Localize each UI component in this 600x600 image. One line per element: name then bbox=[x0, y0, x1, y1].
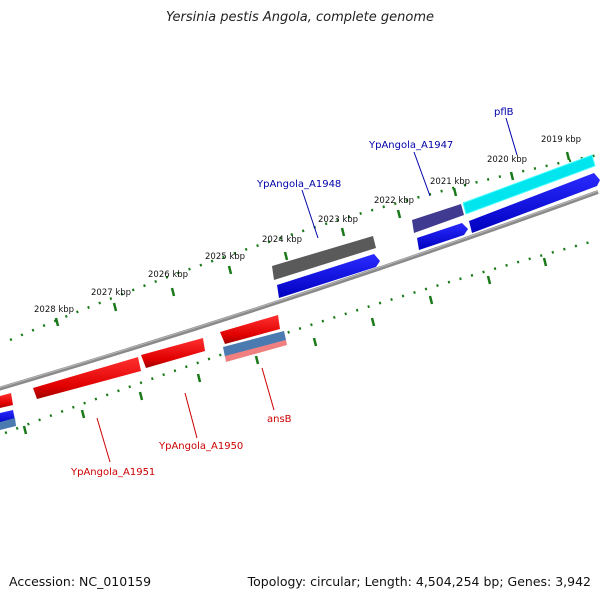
map-title: Yersinia pestis Angola, complete genome bbox=[166, 10, 434, 25]
gene-ansB-feature[interactable] bbox=[223, 331, 286, 357]
tick-label: 2019 kbp bbox=[541, 135, 581, 145]
gene-label-pflB: pflB bbox=[494, 107, 514, 118]
genome-summary: Topology: circular; Length: 4,504,254 bp… bbox=[247, 574, 591, 589]
label-leaders bbox=[96, 117, 518, 463]
cds-reverse-ypa1950[interactable] bbox=[141, 338, 205, 368]
gene-label-ypa1950: YpAngola_A1950 bbox=[158, 441, 243, 452]
gene-pflB-feature[interactable] bbox=[462, 154, 596, 215]
gene-label-ypa1947: YpAngola_A1947 bbox=[368, 140, 453, 151]
forward-major-ticks bbox=[54, 151, 571, 327]
tick-label: 2024 kbp bbox=[262, 235, 302, 245]
gene-ypa1948-feature[interactable] bbox=[272, 236, 376, 280]
reverse-tick-track bbox=[4, 238, 599, 435]
tick-label: 2022 kbp bbox=[374, 196, 414, 206]
reverse-major-ticks bbox=[22, 257, 548, 435]
gene-ansB-feature-rna[interactable] bbox=[225, 340, 287, 362]
cds-forward-3[interactable] bbox=[277, 254, 380, 298]
tick-label: 2026 kbp bbox=[148, 270, 188, 280]
tick-label: 2028 kbp bbox=[34, 305, 74, 315]
tick-label: 2025 kbp bbox=[205, 252, 245, 262]
cds-forward-2[interactable] bbox=[417, 223, 468, 250]
cds-reverse-edge[interactable] bbox=[0, 393, 13, 408]
tick-label: 2021 kbp bbox=[430, 177, 470, 187]
accession-label: Accession: NC_010159 bbox=[9, 574, 152, 589]
gene-label-ansB: ansB bbox=[267, 414, 292, 425]
cds-reverse-ypa1951[interactable] bbox=[33, 357, 141, 399]
tick-label: 2020 kbp bbox=[487, 155, 527, 165]
gene-label-ypa1948: YpAngola_A1948 bbox=[256, 179, 341, 190]
gene-label-ypa1951: YpAngola_A1951 bbox=[70, 467, 155, 478]
cds-forward-1[interactable] bbox=[469, 173, 600, 233]
tick-label: 2023 kbp bbox=[318, 215, 358, 225]
gene-ypa1947-feature[interactable] bbox=[412, 204, 464, 233]
tick-label: 2027 kbp bbox=[91, 288, 131, 298]
cds-reverse-ansB[interactable] bbox=[220, 315, 280, 344]
genome-backbone bbox=[0, 190, 599, 391]
gene-edge-feature[interactable] bbox=[0, 418, 16, 430]
